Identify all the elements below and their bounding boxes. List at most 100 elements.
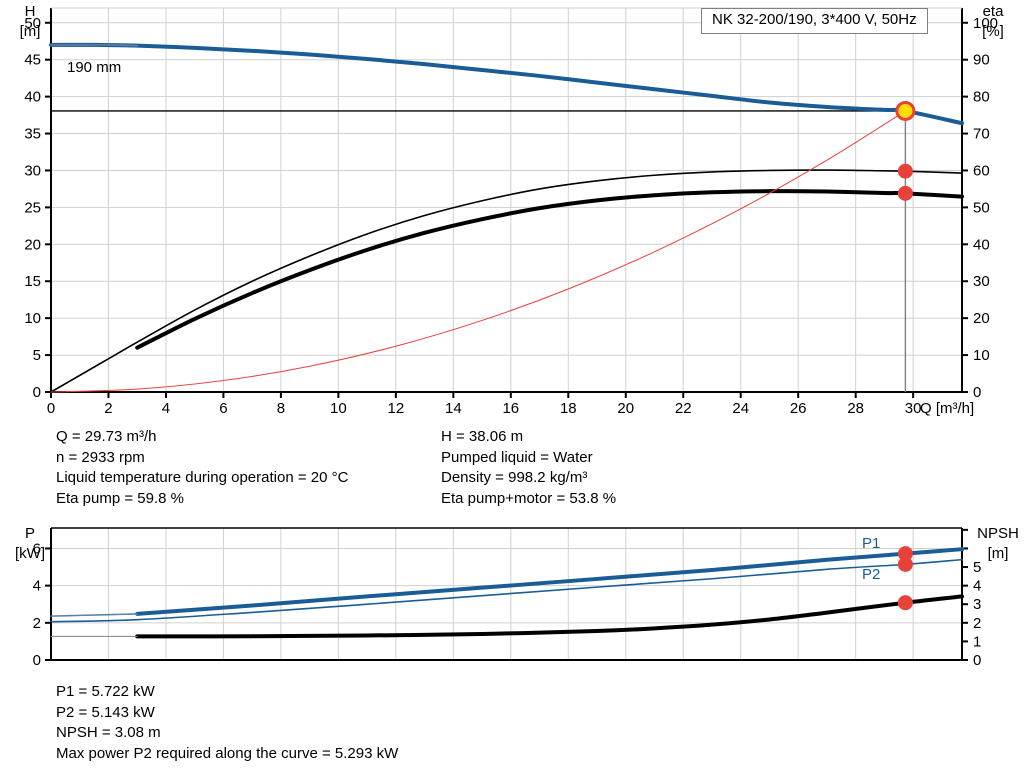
duty-info-line-1: n = 2933 rpm	[56, 448, 145, 466]
y2-tick-label: 3	[973, 596, 981, 613]
x-tick-label: 18	[560, 400, 577, 417]
y-tick-label: 25	[24, 199, 41, 216]
duty-info-left: Q = 29.73 m³/h n = 2933 rpm Liquid tempera…	[56, 427, 348, 509]
curve-p1-thin-preamble	[50, 613, 139, 617]
main-chart-group: 0510152025303540455001020304050607080901…	[20, 3, 1005, 417]
duty-info-line-3: Eta pump = 59.8 %	[56, 489, 184, 507]
x-tick-label: 22	[675, 400, 692, 417]
curve-eta-pump	[50, 169, 963, 393]
curve-eta-pump-motor	[135, 189, 964, 350]
y-tick-label: 45	[24, 52, 41, 69]
x-tick-label: 28	[847, 400, 864, 417]
y2-tick-label: 50	[973, 199, 990, 216]
duty-info-line-2: Density = 998.2 kg/m³	[441, 469, 588, 486]
y2-tick-label: 0	[973, 652, 981, 669]
y2-axis-title-line2: [%]	[982, 23, 1004, 40]
y-tick-label: 30	[24, 162, 41, 179]
y2-axis-title-line2: [m]	[988, 545, 1009, 562]
curve-p1	[135, 547, 964, 616]
y-tick-label: 6	[33, 540, 41, 557]
y-tick-label: 4	[33, 578, 41, 595]
x-tick-label: 2	[104, 400, 112, 417]
x-tick-label: 12	[388, 400, 405, 417]
y-tick-label: 35	[24, 126, 41, 143]
y-tick-label: 2	[33, 615, 41, 632]
pump-model-title-text: NK 32-200/190, 3*400 V, 50Hz	[712, 11, 917, 28]
x-tick-label: 24	[732, 400, 749, 417]
y-tick-label: 40	[24, 89, 41, 106]
duty-point-NPSH[interactable]	[897, 595, 913, 611]
power-info-line-0: P1 = 5.722 kW	[56, 683, 155, 700]
x-tick-label: 30	[905, 400, 922, 417]
x-tick-label: 10	[330, 400, 347, 417]
power-info-line-2: NPSH = 3.08 m	[56, 724, 161, 741]
y-tick-label: 50	[24, 15, 41, 32]
curve-h-curve-190-mm-impeller-	[49, 42, 964, 126]
duty-info-line-2: Liquid temperature during operation = 20…	[56, 469, 349, 486]
duty-point-eta-pump[interactable]	[897, 163, 913, 179]
power-info-line-1: P2 = 5.143 kW	[56, 703, 155, 721]
y2-axis-title-line1: eta	[983, 3, 1005, 20]
power-info-block: P1 = 5.722 kW P2 = 5.143 kW NPSH = 3.08 m M…	[56, 682, 398, 764]
y-tick-label: 15	[24, 273, 41, 290]
x-tick-label: 26	[790, 400, 807, 417]
x-tick-label: 6	[219, 400, 227, 417]
y2-tick-label: 80	[973, 89, 990, 106]
y-tick-label: 10	[24, 310, 41, 327]
head-efficiency-chart: 0510152025303540455001020304050607080901…	[20, 3, 1005, 417]
y-tick-label: 5	[33, 347, 41, 364]
p2-curve-label-text: P2	[862, 566, 881, 583]
y2-tick-label: 20	[973, 310, 990, 327]
y-tick-label: 0	[33, 384, 41, 401]
duty-point-eta-pump-motor[interactable]	[897, 185, 913, 201]
x-tick-label: 14	[445, 400, 462, 417]
duty-info-right: H = 38.06 m Pumped liquid = Water Density …	[441, 427, 616, 509]
x-tick-label: 16	[502, 400, 519, 417]
power-info-line-3: Max power P2 required along the curve = …	[56, 744, 399, 762]
y2-tick-label: 4	[973, 578, 981, 595]
x-tick-label: 20	[617, 400, 634, 417]
p1-curve-label: P1	[862, 535, 880, 552]
y2-tick-label: 60	[973, 162, 990, 179]
duty-info-line-0: Q = 29.73 m³/h	[56, 428, 157, 445]
x-axis-title: Q [m³/h]	[920, 400, 974, 417]
curve-p2	[50, 558, 963, 623]
duty-info-line-3: Eta pump+motor = 53.8 %	[441, 489, 617, 507]
y2-tick-label: 70	[973, 126, 990, 143]
y2-tick-label: 40	[973, 236, 990, 253]
y-axis-title-line2: [kW]	[15, 545, 45, 562]
x-tick-label: 8	[277, 400, 285, 417]
pump-model-title: NK 32-200/190, 3*400 V, 50Hz	[701, 8, 928, 34]
x-tick-label: 0	[47, 400, 55, 417]
y-axis-title-line1: H	[25, 3, 36, 20]
duty-info-line-1: Pumped liquid = Water	[441, 448, 593, 466]
p2-curve-label: P2	[862, 566, 880, 583]
duty-point-H[interactable]	[895, 100, 916, 121]
y2-tick-label: 10	[973, 347, 990, 364]
y2-tick-label: 5	[973, 559, 981, 576]
y2-tick-label: 0	[973, 384, 981, 401]
y2-tick-label: 100	[973, 15, 998, 32]
y2-tick-label: 90	[973, 52, 990, 69]
impeller-diameter-label: 190 mm	[67, 59, 121, 76]
curve-h-curve-thin-preamble	[50, 44, 139, 47]
impeller-diameter-text: 190 mm	[67, 59, 122, 76]
p1-curve-label-text: P1	[862, 535, 881, 552]
duty-point-P2[interactable]	[897, 556, 913, 572]
curve-system-curve	[50, 110, 906, 393]
y2-axis-title-line1: NPSH	[977, 525, 1019, 542]
y-tick-label: 0	[33, 652, 41, 669]
y-axis-title-line2: [m]	[20, 23, 41, 40]
duty-info-line-0: H = 38.06 m	[441, 428, 524, 445]
y-tick-label: 20	[24, 236, 41, 253]
duty-point-P1[interactable]	[897, 546, 913, 562]
y2-tick-label: 1	[973, 633, 981, 650]
x-tick-label: 4	[162, 400, 170, 417]
y2-tick-label: 30	[973, 273, 990, 290]
y2-tick-label: 2	[973, 615, 981, 632]
curve-npsh	[135, 594, 964, 639]
y-axis-title-line1: P	[25, 525, 35, 542]
